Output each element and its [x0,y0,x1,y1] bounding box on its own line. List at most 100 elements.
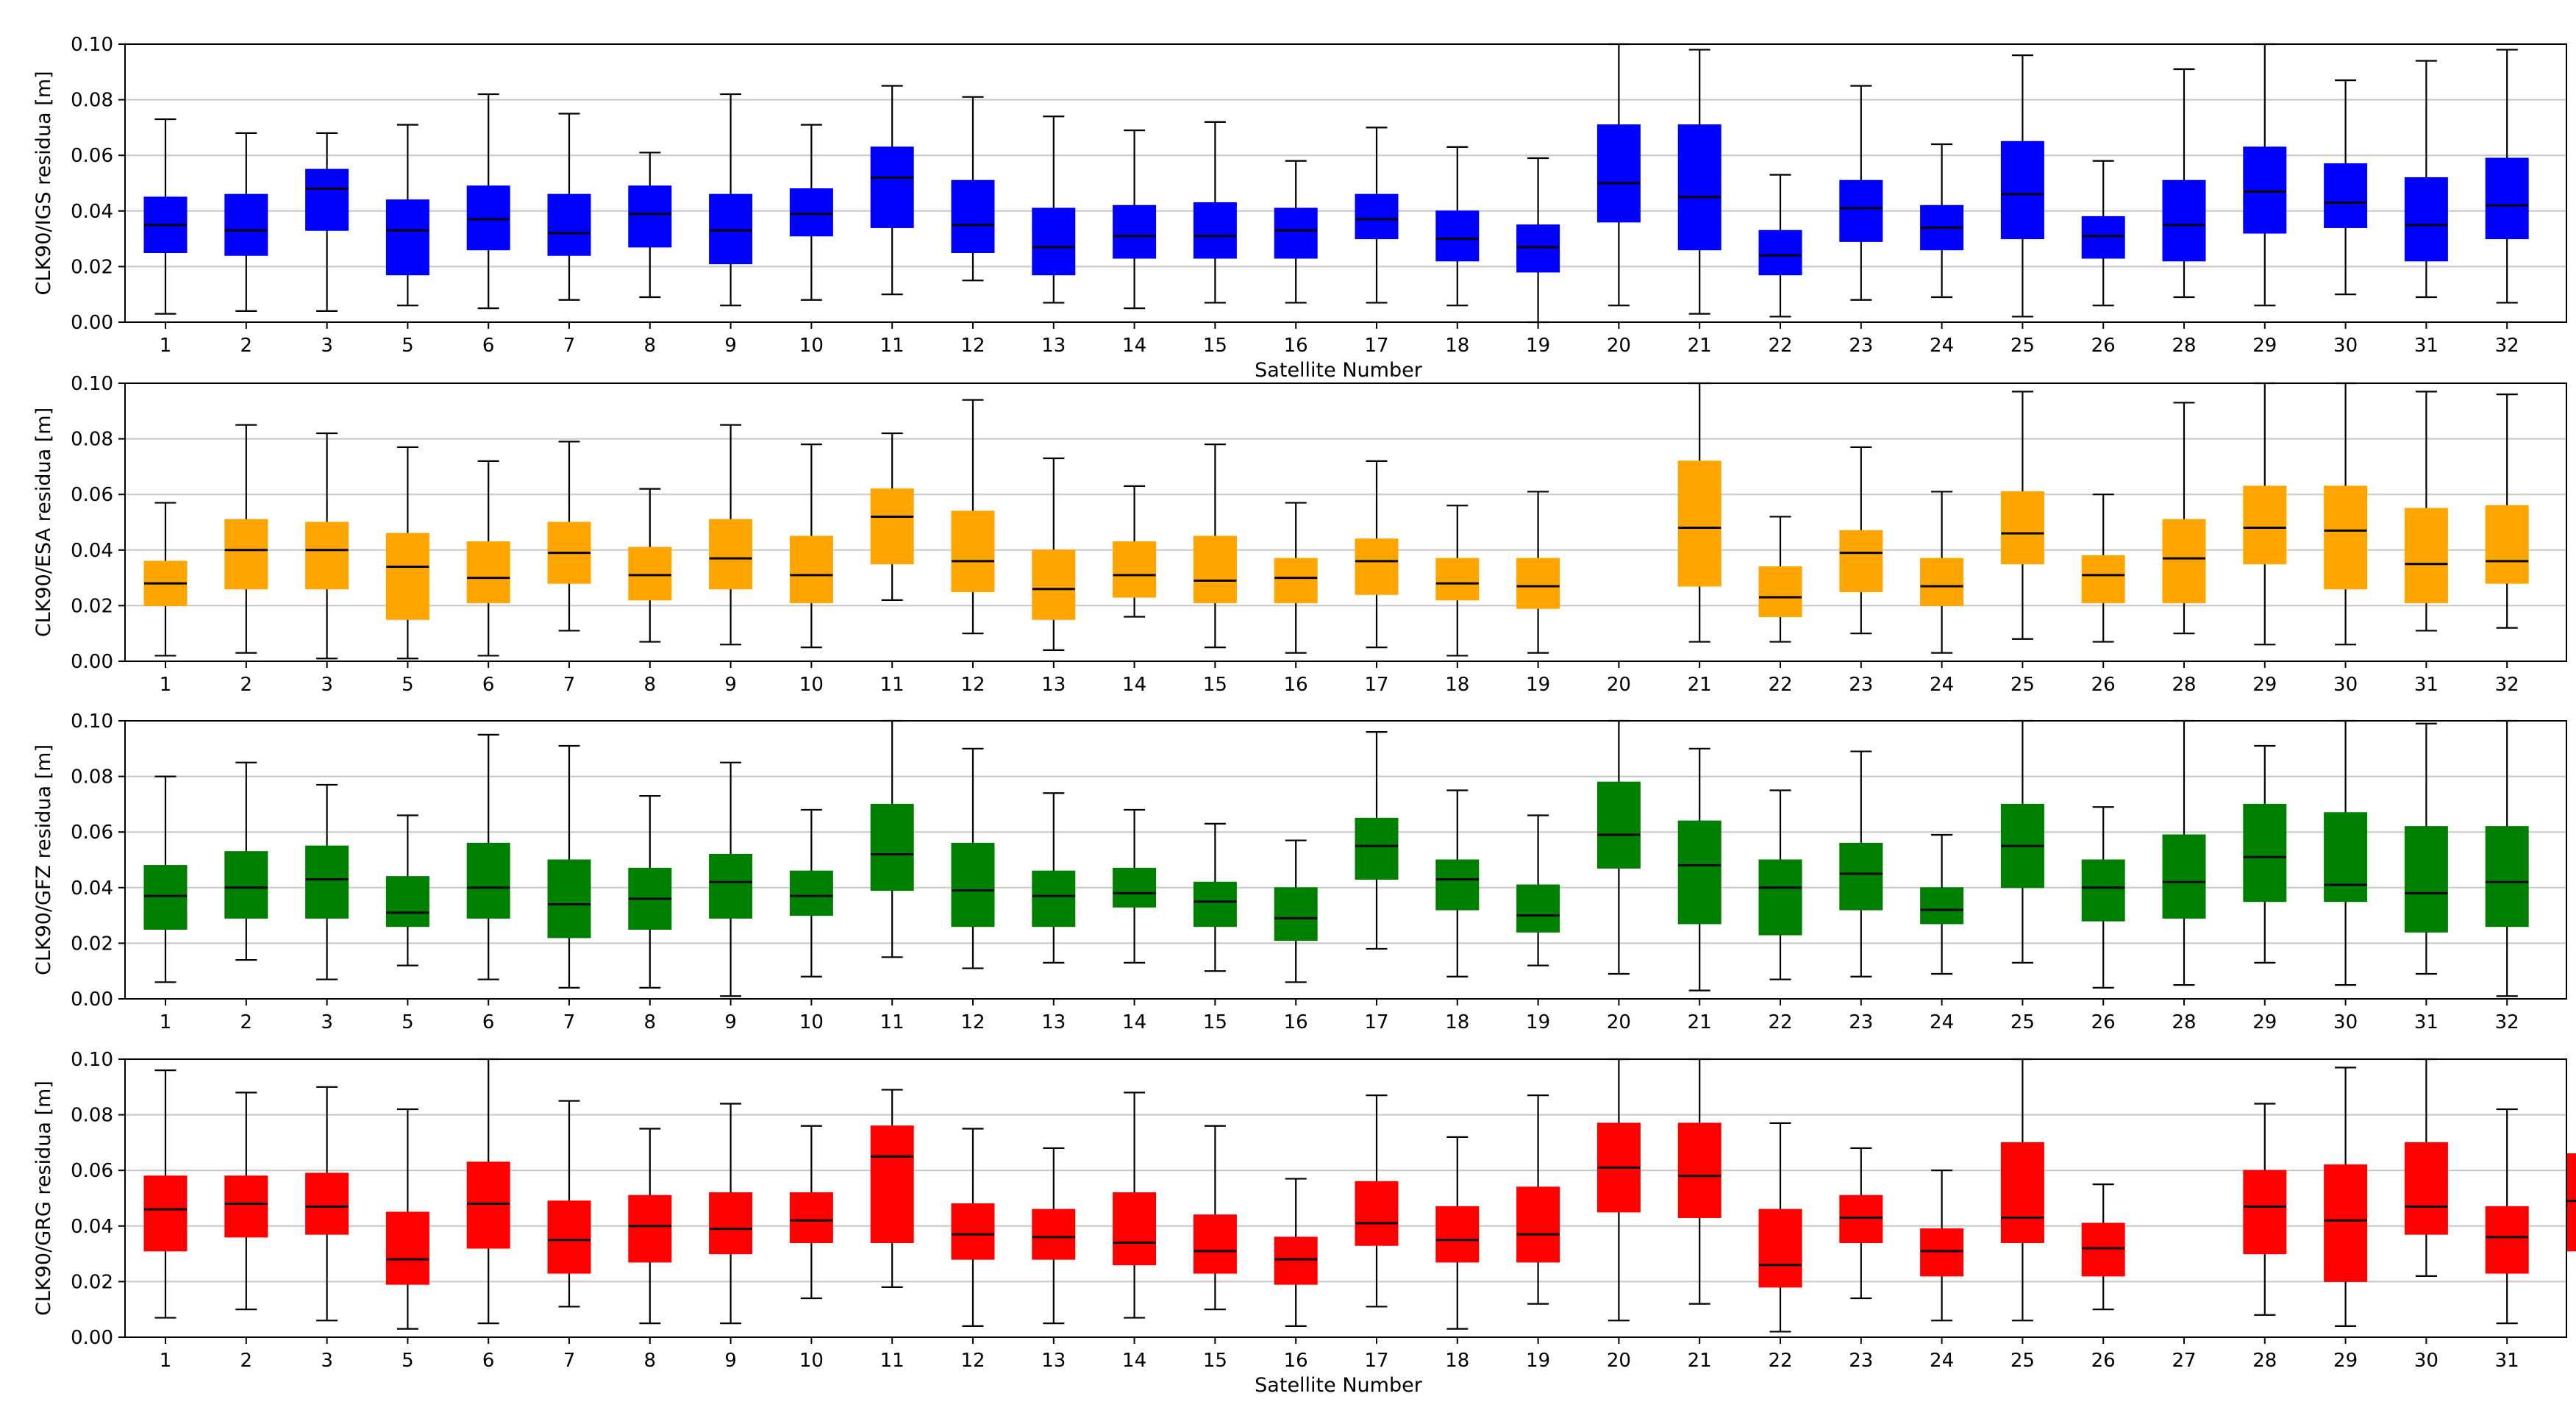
iqr-box [1032,1208,1076,1260]
iqr-box [466,842,510,919]
x-tick-label: 5 [402,1011,414,1033]
iqr-box [1032,870,1076,928]
x-tick-label: 23 [1849,674,1873,696]
x-tick-label: 32 [2495,335,2519,357]
axes-frame [124,382,2567,662]
iqr-box [1355,538,1399,595]
iqr-box [1274,887,1318,941]
iqr-box [305,845,349,919]
iqr-box [143,865,188,930]
box-3 [305,432,349,660]
x-tick-label: 23 [1849,1011,1873,1033]
iqr-box [1193,535,1237,604]
x-tick-label: 6 [482,1011,495,1033]
iqr-box [385,1211,429,1285]
chart-panel-1: 0.000.020.040.060.080.101 2 3 5 6 7 8 9 10 11 12 13… [32,34,2567,382]
x-tick-label: 20 [1607,1011,1631,1033]
x-tick-label: 25 [2011,335,2035,357]
box-9 [709,1103,753,1325]
y-tick-label: 0.10 [71,373,113,395]
iqr-box [2243,485,2287,565]
x-tick-label: 30 [2333,674,2358,696]
y-axis-label: CLK90/ESA residua [m] [32,407,55,637]
x-tick-label: 29 [2252,1011,2277,1033]
box-18 [1435,1136,1480,1330]
box-2 [224,761,268,961]
box-23 [1839,446,1883,635]
box-32 [2485,49,2529,304]
x-tick-label: 19 [1526,335,1550,357]
x-tick-label: 9 [724,1011,737,1033]
iqr-box [1677,1122,1722,1218]
box-6 [466,1058,510,1325]
box-1 [143,118,188,315]
y-tick-label: 0.08 [71,429,113,451]
box-31 [2485,1108,2529,1325]
iqr-box [1355,193,1399,240]
box-2 [224,424,268,654]
iqr-box [2243,803,2287,903]
x-tick-label: 10 [799,674,824,696]
box-24 [1920,143,1964,299]
iqr-box [1677,460,1722,587]
box-29 [2243,43,2287,307]
x-tick-label: 18 [1445,674,1469,696]
box-2 [224,132,268,312]
box-10 [789,444,833,649]
x-tick-label: 24 [1930,1350,1954,1372]
chart-panel-3: 0.000.020.040.060.080.101 2 3 5 6 7 8 9 10 11 12 13… [32,711,2567,1033]
iqr-box [2000,1142,2044,1243]
box-31 [2404,722,2448,975]
iqr-box [628,1195,672,1263]
x-tick-label: 2 [240,1011,253,1033]
iqr-box [1758,859,1802,936]
y-tick-label: 0.08 [71,90,113,112]
x-tick-label: 3 [321,335,333,357]
box-21 [1677,49,1722,315]
x-tick-label: 13 [1041,674,1066,696]
x-tick-label: 1 [160,335,172,357]
iqr-box [2324,485,2368,590]
iqr-box [1032,207,1076,276]
x-tick-label: 12 [960,1011,985,1033]
iqr-box [2404,826,2448,933]
x-tick-label: 28 [2172,674,2196,696]
x-tick-label: 8 [644,674,657,696]
box-30 [2324,79,2368,296]
iqr-box [2404,508,2448,604]
box-25 [2000,391,2044,640]
box-15 [1193,822,1237,972]
x-tick-label: 18 [1445,1011,1469,1033]
box-13 [1032,115,1076,304]
box-9 [709,93,753,307]
iqr-box [709,519,753,590]
iqr-box [385,199,429,276]
box-22 [1758,174,1802,318]
box-22 [1758,1122,1802,1333]
iqr-box [2081,555,2125,604]
y-tick-label: 0.08 [71,1105,113,1127]
iqr-box [1113,541,1157,598]
iqr-box [1596,781,1641,869]
iqr-box [224,519,268,590]
x-tick-label: 17 [1364,1011,1388,1033]
x-tick-label: 30 [2414,1350,2438,1372]
box-20 [1596,1058,1641,1322]
y-tick-label: 0.02 [71,1271,113,1293]
y-tick-label: 0.10 [71,34,113,56]
iqr-box [951,510,995,593]
x-tick-label: 8 [644,1350,657,1372]
iqr-box [951,1203,995,1260]
x-tick-label: 18 [1445,335,1469,357]
box-14 [1113,808,1157,964]
x-tick-label: 3 [321,1350,333,1372]
x-tick-label: 21 [1688,674,1712,696]
box-32 [2566,1153,2576,1252]
box-8 [628,1128,672,1325]
x-tick-label: 9 [724,674,737,696]
iqr-box [2162,834,2206,919]
y-tick-label: 0.02 [71,595,113,617]
box-3 [305,1086,349,1322]
iqr-box [870,146,914,228]
x-tick-label: 13 [1041,1011,1066,1033]
